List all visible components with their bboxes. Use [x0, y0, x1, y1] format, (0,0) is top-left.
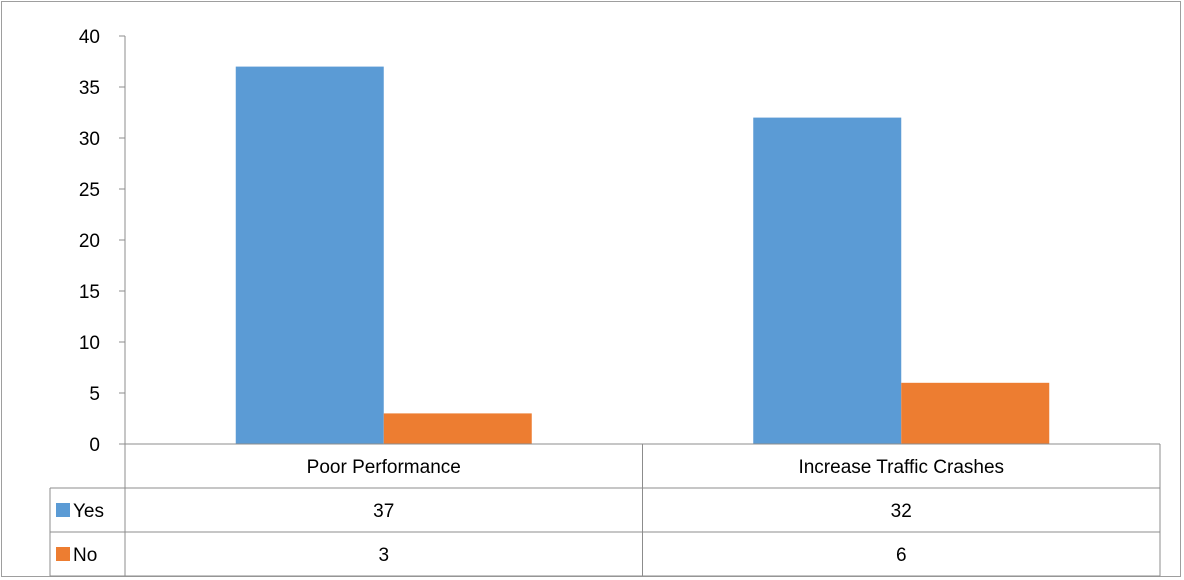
y-tick-label: 25 — [79, 180, 100, 201]
data-label-yes-poor-performance: 37 — [373, 501, 394, 522]
y-tick-label: 10 — [79, 333, 100, 354]
y-tick-label: 0 — [89, 435, 100, 456]
legend-key-no — [56, 547, 70, 561]
y-tick-label: 5 — [89, 384, 100, 405]
y-tick-label: 35 — [79, 78, 100, 99]
data-table: Poor Performance Increase Traffic Crashes… — [49, 443, 1161, 577]
category-label-poor-performance: Poor Performance — [307, 457, 461, 478]
y-tick-label: 20 — [79, 231, 100, 252]
y-tick-label: 30 — [79, 129, 100, 150]
legend-key-yes — [56, 503, 70, 517]
bars — [235, 66, 1050, 444]
category-label-increase-traffic-crashes: Increase Traffic Crashes — [798, 457, 1004, 478]
legend-label-no: No — [73, 545, 97, 566]
bar-yes-increase-traffic-crashes — [753, 117, 902, 444]
y-tick-label: 40 — [79, 27, 100, 48]
data-label-yes-increase-traffic-crashes: 32 — [891, 501, 912, 522]
y-tick-label: 15 — [79, 282, 100, 303]
legend-label-yes: Yes — [73, 501, 104, 522]
bar-no-poor-performance — [383, 413, 532, 444]
bar-yes-poor-performance — [235, 66, 384, 444]
data-label-no-poor-performance: 3 — [378, 545, 389, 566]
bar-no-increase-traffic-crashes — [901, 382, 1050, 444]
y-axis: 0 5 10 15 20 25 30 35 40 — [79, 27, 126, 456]
data-label-no-increase-traffic-crashes: 6 — [896, 545, 907, 566]
